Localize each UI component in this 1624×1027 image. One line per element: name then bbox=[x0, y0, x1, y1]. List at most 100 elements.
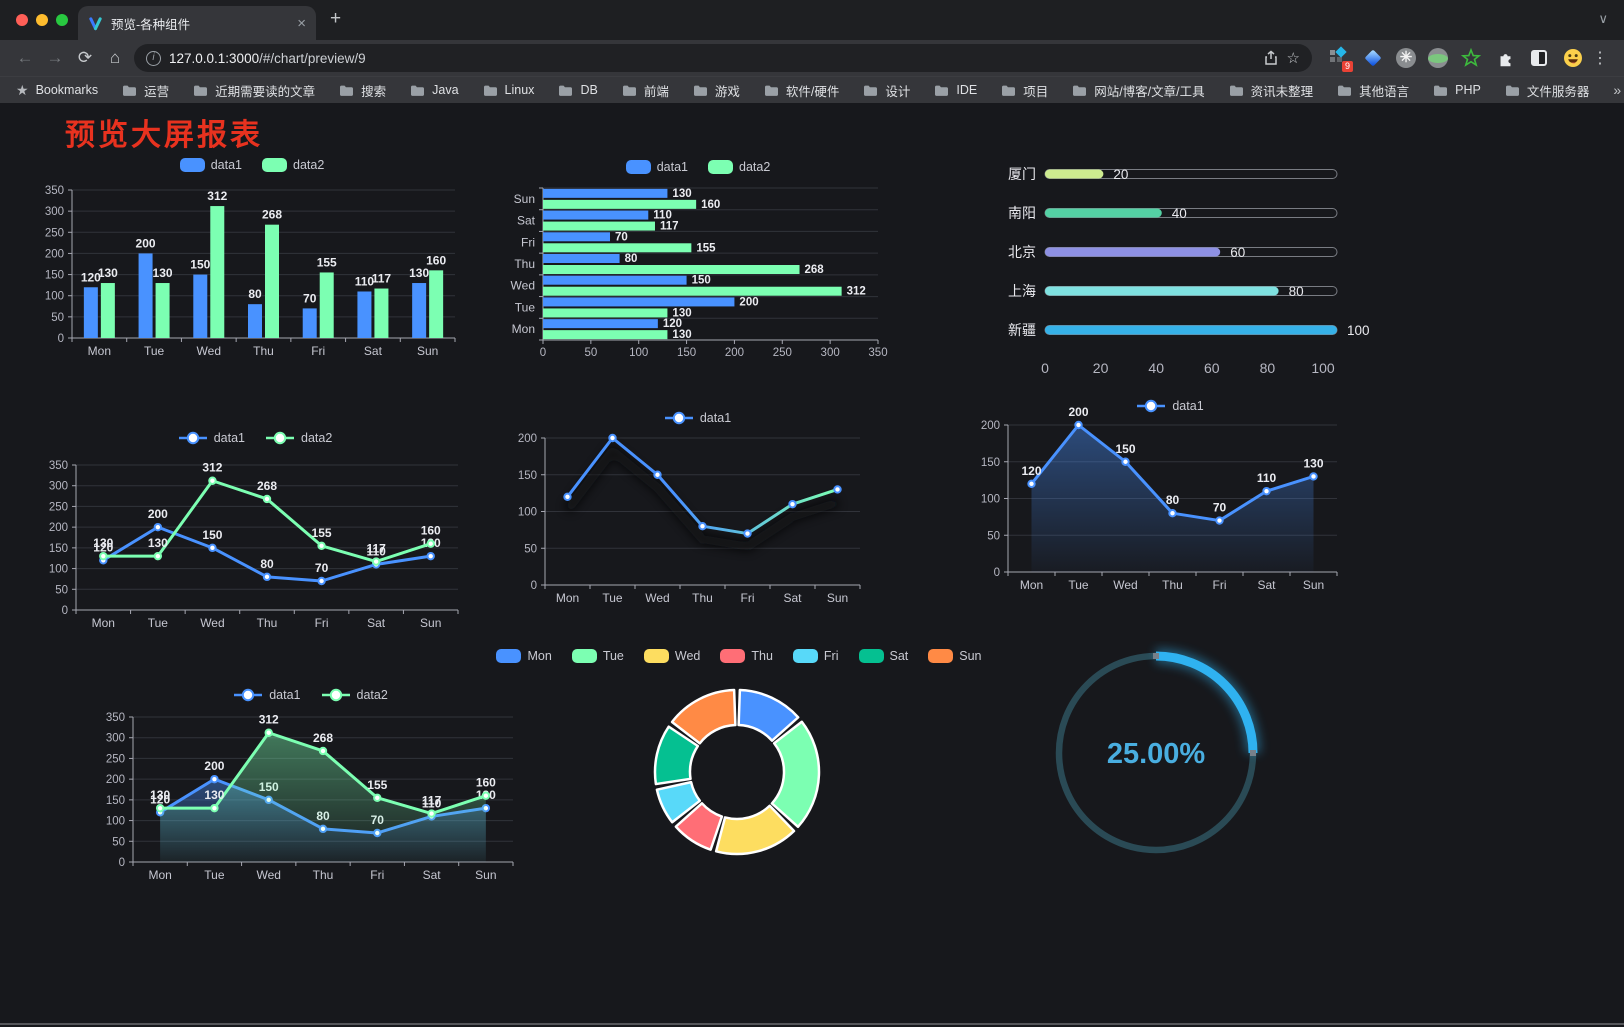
svg-text:70: 70 bbox=[1213, 501, 1227, 515]
svg-text:312: 312 bbox=[202, 461, 222, 475]
chart-legend: data1 data2 bbox=[98, 687, 523, 703]
legend-item-Sun[interactable]: Sun bbox=[928, 649, 982, 663]
chart-canvas[interactable]: 0 50 100 150 200 250 300 350 Mon Tue Wed Thu Fri Sat S… bbox=[38, 148, 466, 388]
extension-icon-grid-diamond[interactable]: 9 bbox=[1328, 46, 1353, 72]
extension-icon-record[interactable] bbox=[1428, 48, 1448, 68]
bookmark-star-icon[interactable]: ☆ bbox=[1286, 50, 1300, 67]
chart-canvas[interactable]: 0 50 100 150 200 250 300 350 Mon Tue Wed Thu Fri Sat S… bbox=[44, 423, 466, 641]
bookmark-item[interactable]: 资讯未整理 bbox=[1229, 81, 1313, 100]
bookmark-item[interactable]: PHP bbox=[1433, 83, 1481, 97]
legend-item-data1[interactable]: data1 bbox=[664, 410, 731, 426]
chart-canvas[interactable]: 厦门 20 南阳 40 北京 60 上海 80 新疆 100 0 20 40 60 80 100 bbox=[992, 158, 1372, 386]
extension-icon-green-star[interactable] bbox=[1460, 47, 1482, 69]
bookmarks-overflow-icon[interactable]: » bbox=[1613, 82, 1622, 98]
browser-menu-icon[interactable]: ⋮ bbox=[1592, 50, 1608, 67]
bookmark-item[interactable]: 文件服务器 bbox=[1505, 81, 1589, 100]
chart-line-gradient[interactable]: data1 0 50 100 150 200 Mon Tue Wed Thu Fri Sat Sun bbox=[500, 398, 895, 613]
svg-text:155: 155 bbox=[312, 526, 332, 540]
chart-donut[interactable]: Mon Tue Wed Thu Fri Sat Sun bbox=[496, 636, 982, 876]
legend-item-Wed[interactable]: Wed bbox=[643, 649, 700, 663]
legend-item-data2[interactable]: data2 bbox=[265, 430, 332, 446]
extension-icon-contrast[interactable] bbox=[1528, 47, 1550, 69]
tab-close-icon[interactable]: × bbox=[297, 14, 306, 32]
bookmark-item[interactable]: 软件/硬件 bbox=[764, 81, 839, 100]
chart-line-area[interactable]: data1 0 50 100 150 200 Mon Tue Wed Thu Fri Sat Sun 12… bbox=[975, 388, 1365, 600]
chart-horizontal-bar[interactable]: data1 data2 0 50 100 150 200 250 300 350 Sun 130 160… bbox=[498, 153, 898, 371]
legend-item-data2[interactable]: data2 bbox=[262, 158, 324, 172]
window-bottom-edge bbox=[0, 1023, 1624, 1025]
chart-canvas[interactable]: 25.00% bbox=[1035, 641, 1280, 876]
svg-text:80: 80 bbox=[1260, 360, 1276, 376]
chart-canvas[interactable]: 0 50 100 150 200 Mon Tue Wed Thu Fri Sat Sun bbox=[500, 398, 895, 613]
legend-label: data1 bbox=[213, 431, 245, 445]
legend-item-data1[interactable]: data1 bbox=[179, 158, 242, 172]
chart-gauge[interactable]: 25.00% bbox=[1035, 641, 1280, 876]
chart-line-area-two-series[interactable]: data1 data2 0 50 100 150 200 250 300 350 Mon Tue Wed… bbox=[98, 673, 523, 891]
forward-icon[interactable]: → bbox=[46, 48, 64, 67]
bookmark-item[interactable]: DB bbox=[558, 83, 598, 97]
bookmarks-root[interactable]: ★ Bookmarks bbox=[16, 82, 98, 99]
svg-text:0: 0 bbox=[119, 857, 125, 869]
chart-canvas[interactable]: 0 50 100 150 200 Mon Tue Wed Thu Fri Sat Sun 120 200 1… bbox=[975, 388, 1365, 600]
folder-icon bbox=[559, 85, 573, 96]
bookmark-item[interactable]: 网站/博客/文章/工具 bbox=[1072, 81, 1205, 100]
extension-icon-emoji[interactable] bbox=[1562, 47, 1584, 69]
legend-item-Thu[interactable]: Thu bbox=[720, 649, 773, 663]
new-tab-button[interactable]: + bbox=[330, 8, 342, 29]
bookmark-item[interactable]: 搜索 bbox=[339, 81, 386, 100]
svg-text:350: 350 bbox=[868, 347, 887, 359]
browser-tab[interactable]: 预览-各种组件 × bbox=[78, 6, 316, 40]
share-icon[interactable] bbox=[1263, 50, 1279, 66]
bookmark-item[interactable]: Java bbox=[410, 83, 459, 97]
extension-icon-asterisk[interactable]: ✳ bbox=[1396, 48, 1416, 68]
legend-item-Sat[interactable]: Sat bbox=[858, 649, 908, 663]
legend-item-Tue[interactable]: Tue bbox=[571, 649, 624, 663]
url-text[interactable]: 127.0.0.1:3000/#/chart/preview/9 bbox=[169, 50, 366, 66]
extension-icon-gem[interactable] bbox=[1362, 47, 1384, 69]
svg-text:200: 200 bbox=[981, 420, 1000, 432]
reload-icon[interactable]: ⟳ bbox=[77, 48, 93, 67]
svg-text:150: 150 bbox=[518, 470, 537, 482]
legend-item-data2[interactable]: data2 bbox=[708, 160, 770, 174]
home-icon[interactable]: ⌂ bbox=[109, 48, 121, 67]
maximize-window-button[interactable] bbox=[56, 14, 68, 26]
back-icon[interactable]: ← bbox=[16, 48, 34, 67]
bookmark-item[interactable]: IDE bbox=[934, 83, 977, 97]
extension-icons: 9 ✳ bbox=[1322, 46, 1590, 72]
address-bar[interactable]: i 127.0.0.1:3000/#/chart/preview/9 ☆ bbox=[134, 44, 1312, 72]
legend-swatch bbox=[708, 160, 733, 174]
svg-text:0: 0 bbox=[62, 605, 68, 617]
chart-canvas[interactable]: 0 50 100 150 200 250 300 350 Mon Tue Wed Thu Fri Sat S… bbox=[98, 673, 523, 891]
chart-progress-bars[interactable]: 厦门 20 南阳 40 北京 60 上海 80 新疆 100 0 20 40 60 80 100 bbox=[992, 158, 1372, 386]
minimize-window-button[interactable] bbox=[36, 14, 48, 26]
bookmark-item[interactable]: 游戏 bbox=[693, 81, 740, 100]
bookmark-item[interactable]: 其他语言 bbox=[1337, 81, 1409, 100]
legend-item-Fri[interactable]: Fri bbox=[792, 649, 839, 663]
bookmark-item-label: Java bbox=[432, 83, 459, 97]
site-info-icon[interactable]: i bbox=[146, 50, 161, 66]
chart-grouped-bar[interactable]: data1 data2 0 50 100 150 200 250 300 350 Mon Tue Wed… bbox=[38, 148, 466, 388]
titlebar-chevron-icon[interactable]: ∨ bbox=[1598, 11, 1608, 26]
legend-swatch bbox=[1137, 399, 1166, 413]
legend-item-data1[interactable]: data1 bbox=[233, 687, 301, 703]
legend-item-data1[interactable]: data1 bbox=[625, 160, 688, 174]
svg-text:Thu: Thu bbox=[1162, 578, 1183, 592]
bookmark-item[interactable]: 前端 bbox=[622, 81, 669, 100]
bookmark-item[interactable]: Linux bbox=[483, 83, 534, 97]
legend-item-data2[interactable]: data2 bbox=[321, 687, 388, 703]
legend-item-Mon[interactable]: Mon bbox=[496, 649, 552, 663]
svg-text:70: 70 bbox=[615, 231, 628, 243]
chart-line-two-series[interactable]: data1 data2 0 50 100 150 200 250 300 350 Mon Tue Wed… bbox=[44, 423, 466, 641]
close-window-button[interactable] bbox=[16, 14, 28, 26]
bookmark-item[interactable]: 项目 bbox=[1001, 81, 1048, 100]
bookmark-item[interactable]: 近期需要读的文章 bbox=[193, 81, 315, 100]
bookmark-item[interactable]: 设计 bbox=[863, 81, 910, 100]
svg-text:120: 120 bbox=[663, 318, 682, 330]
chart-canvas[interactable] bbox=[543, 636, 935, 876]
legend-item-data1[interactable]: data1 bbox=[178, 430, 245, 446]
extensions-puzzle-icon[interactable] bbox=[1494, 47, 1516, 69]
legend-item-data1[interactable]: data1 bbox=[1136, 398, 1204, 414]
bookmark-item[interactable]: 运营 bbox=[122, 81, 169, 100]
traffic-lights[interactable] bbox=[16, 14, 68, 26]
